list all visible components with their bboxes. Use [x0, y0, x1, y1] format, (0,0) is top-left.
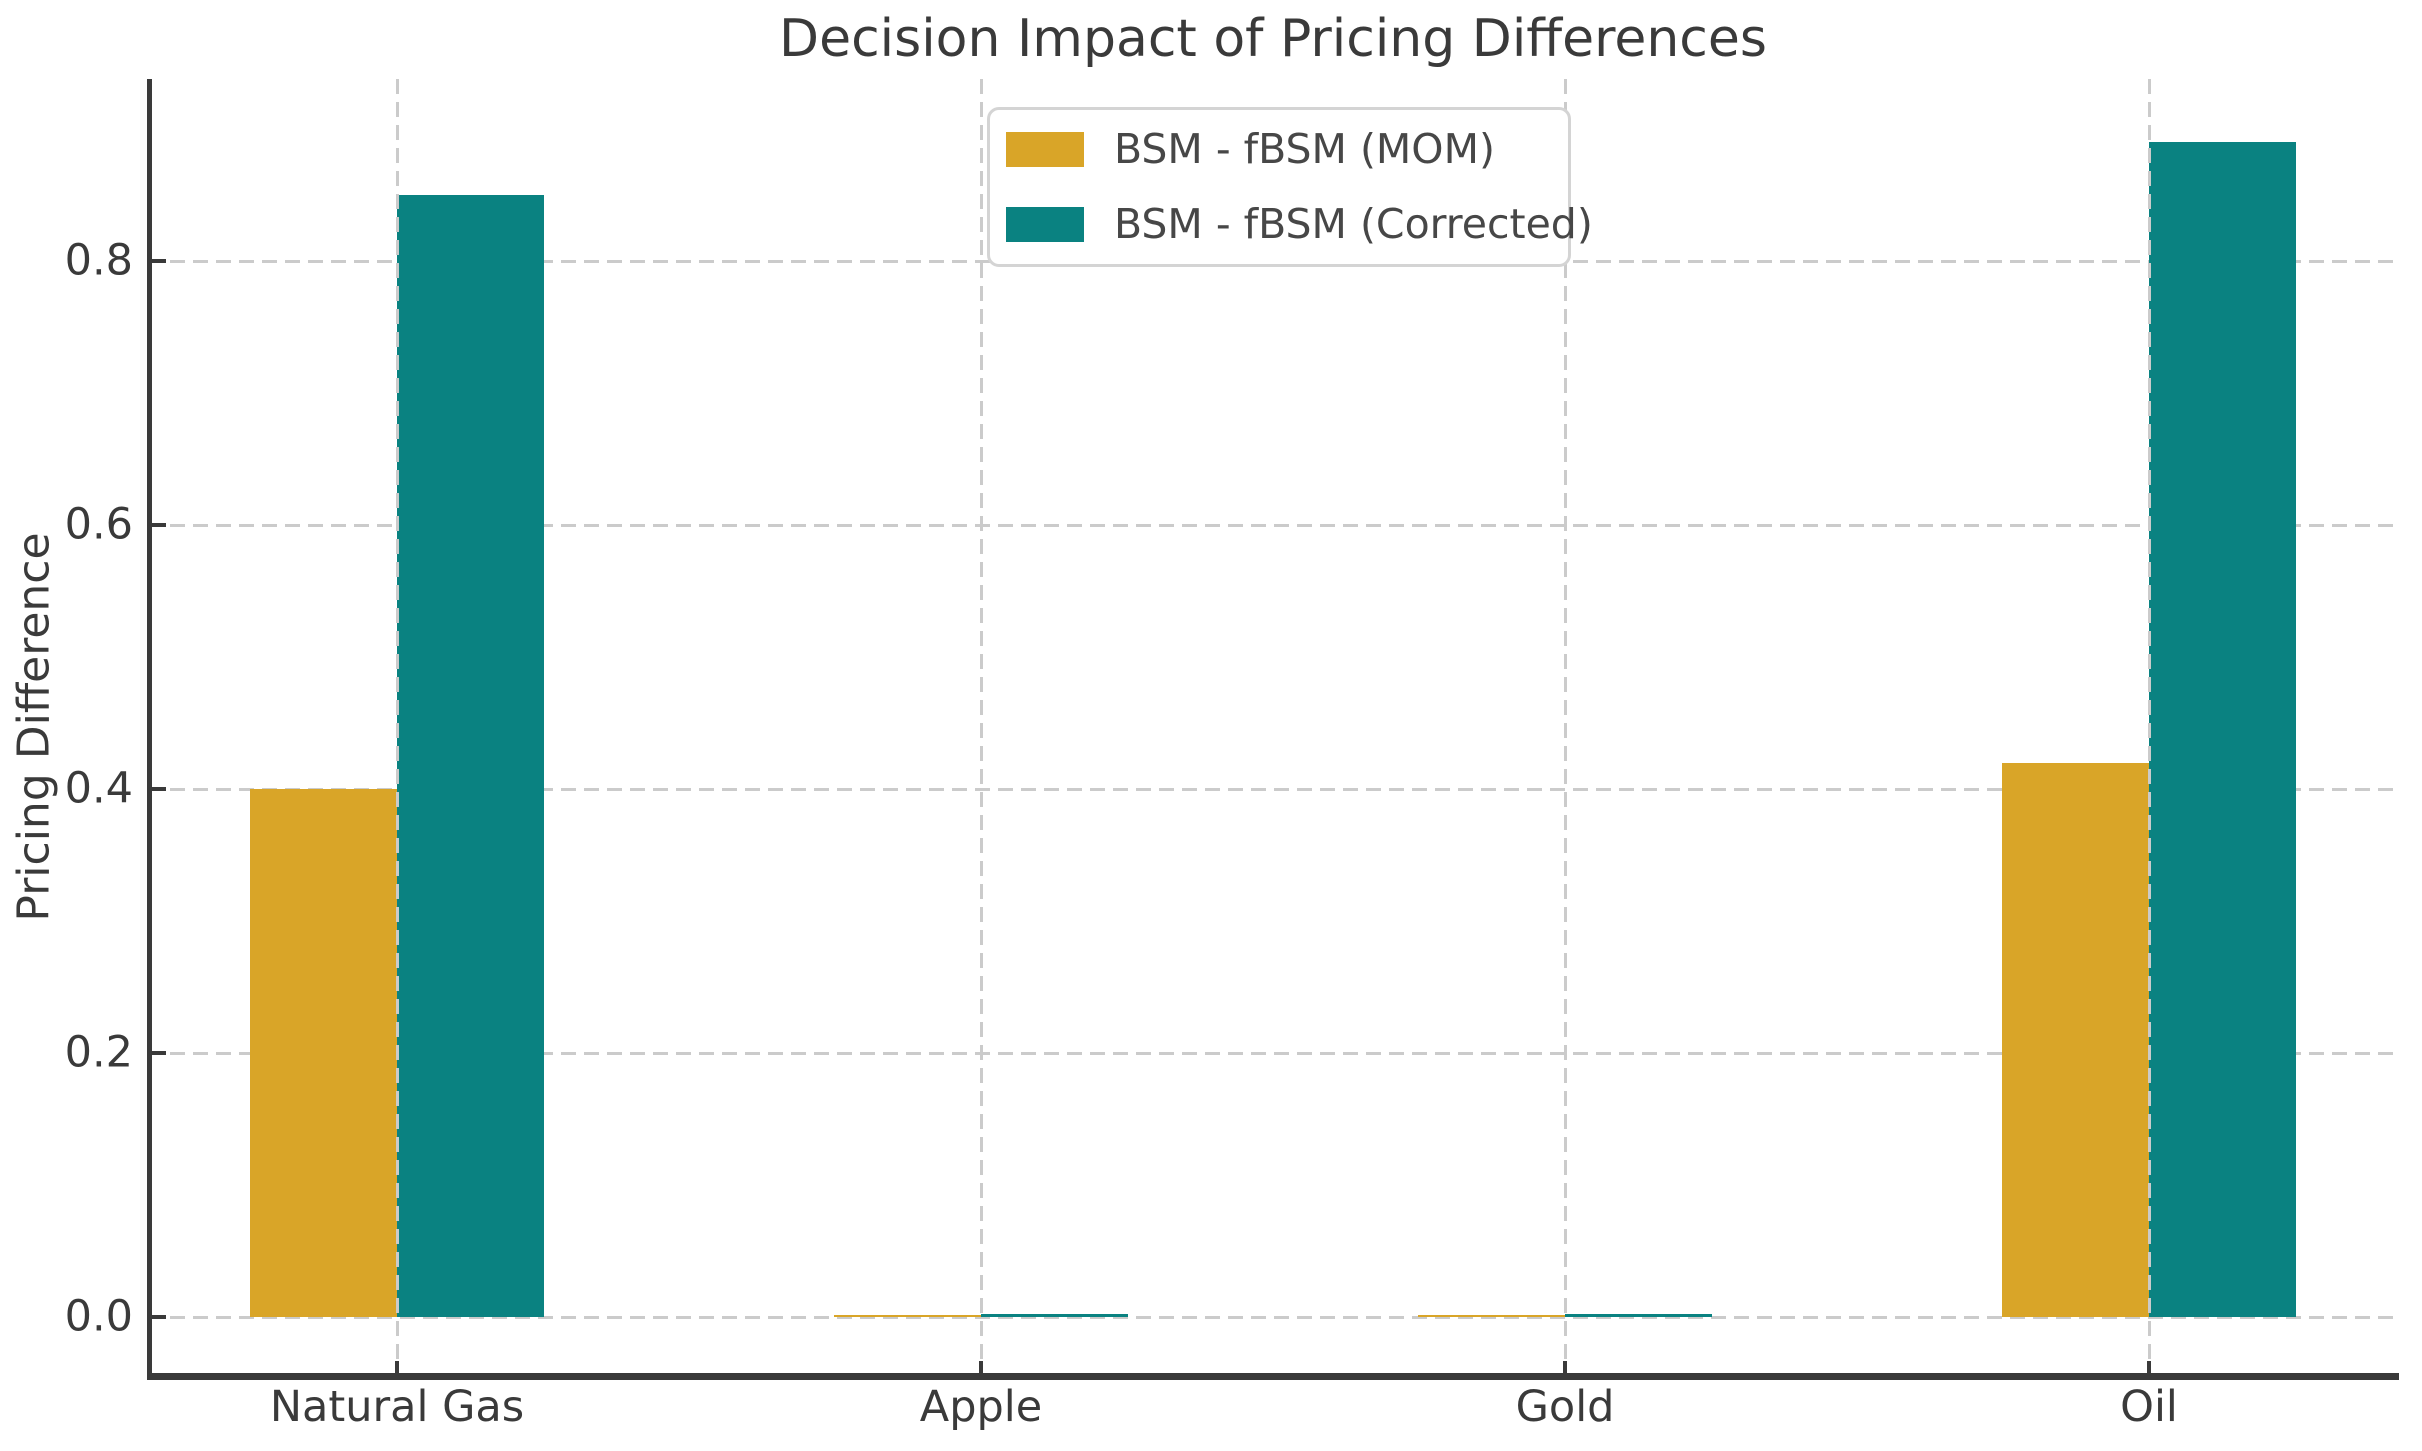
bar-natural-gas-corrected — [397, 194, 544, 1317]
ytick-label: 0.2 — [64, 1027, 133, 1078]
gridline-horizontal — [147, 1315, 2399, 1319]
bar-gold-corrected — [1565, 1313, 1712, 1317]
xtick-label-gold: Gold — [1515, 1382, 1615, 1432]
ytick-label: 0.4 — [64, 763, 133, 814]
x-tick-mark — [1563, 1361, 1567, 1373]
legend-label-mom: BSM - fBSM (MOM) — [1114, 125, 1495, 173]
bar-apple-corrected — [981, 1313, 1128, 1317]
gridline-horizontal — [147, 788, 2399, 792]
x-tick-mark — [2147, 1361, 2151, 1373]
y-tick-mark — [152, 523, 166, 528]
y-tick-mark — [152, 259, 166, 264]
y-axis-spine — [147, 79, 152, 1380]
xtick-label-oil: Oil — [2120, 1382, 2178, 1432]
y-tick-mark — [152, 787, 166, 792]
legend-label-corrected: BSM - fBSM (Corrected) — [1114, 200, 1593, 248]
xtick-label-apple: Apple — [919, 1382, 1043, 1432]
y-tick-mark — [152, 1050, 166, 1055]
x-tick-mark — [979, 1361, 983, 1373]
x-tick-mark — [395, 1361, 399, 1373]
legend-entry-mom: BSM - fBSM (MOM) — [1006, 129, 1552, 170]
bar-oil-corrected — [2149, 141, 2296, 1317]
bar-natural-gas-mom — [250, 788, 397, 1317]
x-axis-spine — [147, 1373, 2399, 1380]
legend-entry-corrected: BSM - fBSM (Corrected) — [1006, 204, 1593, 245]
chart-title: Decision Impact of Pricing Differences — [779, 9, 1767, 69]
legend: BSM - fBSM (MOM) BSM - fBSM (Corrected) — [987, 107, 1593, 267]
bar-apple-mom — [834, 1314, 981, 1317]
gridline-horizontal — [147, 524, 2399, 528]
legend-swatch-mom — [1006, 132, 1084, 167]
bar-gold-mom — [1418, 1314, 1565, 1317]
bar-oil-mom — [2002, 762, 2149, 1317]
gridline-vertical — [1564, 79, 1567, 1373]
y-tick-mark — [152, 1314, 166, 1319]
gridline-vertical — [396, 79, 399, 1373]
gridline-vertical — [2148, 79, 2151, 1373]
gridline-vertical — [980, 79, 983, 1373]
xtick-label-natural-gas: Natural Gas — [269, 1382, 525, 1432]
y-axis-label: Pricing Difference — [8, 532, 60, 922]
ytick-label: 0.0 — [64, 1291, 133, 1342]
gridline-horizontal — [147, 1051, 2399, 1055]
legend-swatch-corrected — [1006, 207, 1084, 242]
ytick-label: 0.8 — [64, 235, 133, 286]
ytick-label: 0.6 — [64, 499, 133, 550]
